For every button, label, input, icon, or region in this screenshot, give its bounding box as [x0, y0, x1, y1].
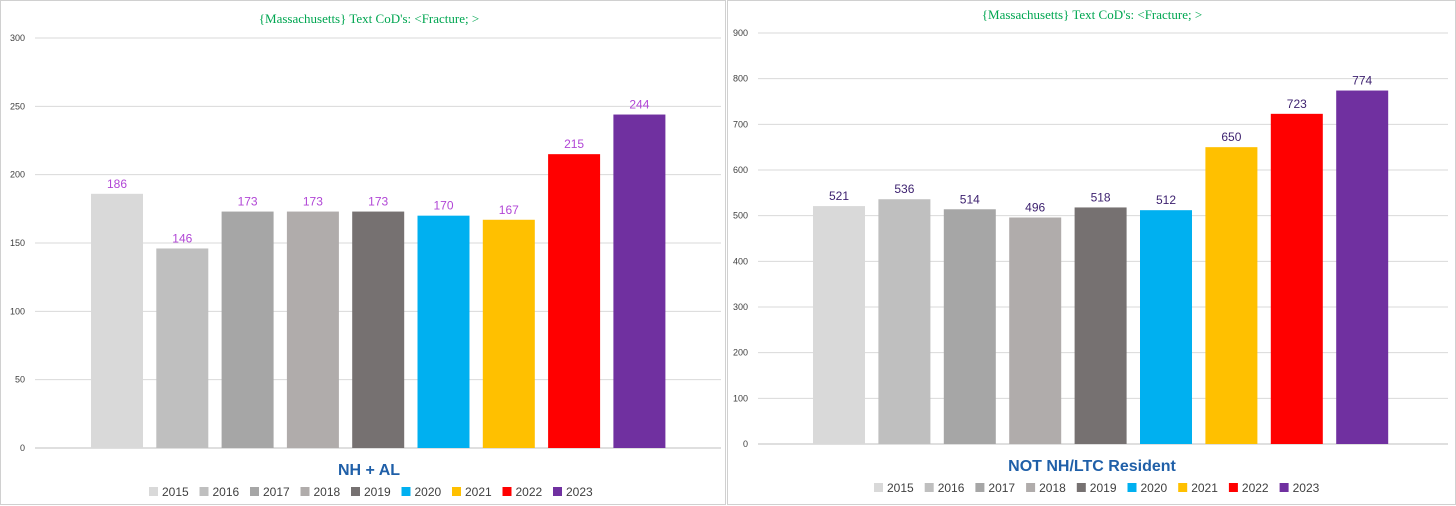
legend-label-2018: 2018 — [1039, 481, 1066, 495]
y-tick-label: 250 — [10, 101, 25, 111]
data-label-2017: 173 — [238, 195, 258, 209]
bar-2017 — [943, 209, 996, 444]
legend-label-2022: 2022 — [516, 485, 543, 499]
chart-title: {Massachusetts} Text CoD's: <Fracture; > — [982, 7, 1202, 22]
legend-label-2015: 2015 — [162, 485, 189, 499]
legend-label-2023: 2023 — [566, 485, 593, 499]
bar-2018 — [286, 211, 339, 448]
legend-swatch-2017 — [250, 487, 259, 496]
bar-2016 — [156, 248, 209, 448]
legend-swatch-2022 — [502, 487, 512, 496]
data-label-2015: 186 — [107, 177, 127, 191]
data-label-2020: 512 — [1156, 193, 1176, 207]
bar-2021 — [1205, 147, 1258, 444]
legend-label-2021: 2021 — [465, 485, 492, 499]
data-label-2018: 173 — [303, 195, 323, 209]
legend-label-2016: 2016 — [938, 481, 965, 495]
legend-swatch-2019 — [1076, 483, 1086, 492]
bar-2015 — [91, 193, 143, 448]
data-label-2019: 173 — [368, 195, 388, 209]
legend-label-2016: 2016 — [213, 485, 240, 499]
legend-swatch-2021 — [452, 487, 461, 496]
bar-2022 — [548, 154, 601, 448]
bar-2016 — [878, 199, 931, 444]
legend-swatch-2016 — [924, 483, 934, 492]
legend-swatch-2021 — [1178, 483, 1188, 492]
legend-label-2020: 2020 — [1141, 481, 1168, 495]
y-tick-label: 300 — [733, 302, 748, 312]
data-label-2020: 170 — [433, 199, 453, 213]
legend-label-2019: 2019 — [364, 485, 391, 499]
bar-2020 — [417, 215, 470, 448]
y-tick-label: 200 — [10, 170, 25, 180]
legend-label-2019: 2019 — [1090, 481, 1117, 495]
y-tick-label: 700 — [733, 119, 748, 129]
right-chart: {Massachusetts} Text CoD's: <Fracture; >… — [733, 7, 1448, 495]
y-tick-label: 200 — [733, 348, 748, 358]
legend-label-2022: 2022 — [1242, 481, 1269, 495]
legend-swatch-2020 — [401, 487, 411, 496]
y-tick-label: 100 — [733, 393, 748, 403]
bar-2023 — [613, 114, 666, 449]
bar-2019 — [1074, 207, 1127, 444]
chart-subtitle: NOT NH/LTC Resident — [1008, 458, 1176, 475]
data-label-2022: 215 — [564, 137, 584, 151]
data-label-2018: 496 — [1025, 200, 1045, 214]
y-tick-label: 100 — [10, 306, 25, 316]
bar-2021 — [482, 219, 535, 448]
data-label-2016: 146 — [172, 231, 192, 245]
y-tick-label: 300 — [10, 33, 25, 43]
y-tick-label: 0 — [20, 443, 25, 453]
bar-2019 — [352, 211, 405, 448]
data-label-2021: 167 — [499, 203, 519, 217]
y-tick-label: 0 — [743, 439, 748, 449]
legend-swatch-2018 — [300, 487, 310, 496]
legend-label-2023: 2023 — [1293, 481, 1320, 495]
data-label-2019: 518 — [1091, 190, 1111, 204]
bar-2018 — [1009, 217, 1062, 444]
data-label-2017: 514 — [960, 192, 980, 206]
y-tick-label: 150 — [10, 238, 25, 248]
data-label-2023: 244 — [629, 98, 649, 112]
data-label-2022: 723 — [1287, 97, 1307, 111]
right-chart-panel: {Massachusetts} Text CoD's: <Fracture; >… — [727, 0, 1456, 505]
bar-2023 — [1336, 90, 1389, 444]
legend-swatch-2020 — [1127, 483, 1137, 492]
y-tick-label: 400 — [733, 256, 748, 266]
data-label-2023: 774 — [1352, 74, 1372, 88]
legend-swatch-2019 — [351, 487, 360, 496]
y-tick-label: 800 — [733, 74, 748, 84]
legend-label-2015: 2015 — [887, 481, 914, 495]
data-label-2015: 521 — [829, 189, 849, 203]
y-tick-label: 50 — [15, 375, 25, 385]
legend-swatch-2015 — [149, 487, 158, 496]
legend-swatch-2018 — [1026, 483, 1036, 492]
legend-label-2017: 2017 — [988, 481, 1015, 495]
legend-label-2020: 2020 — [415, 485, 442, 499]
chart-title: {Massachusetts} Text CoD's: <Fracture; > — [259, 11, 479, 26]
chart-subtitle: NH + AL — [338, 462, 400, 479]
legend-label-2021: 2021 — [1191, 481, 1218, 495]
legend-swatch-2015 — [874, 483, 883, 492]
legend-swatch-2023 — [553, 487, 562, 496]
legend-label-2017: 2017 — [263, 485, 290, 499]
y-tick-label: 500 — [733, 211, 748, 221]
left-chart: {Massachusetts} Text CoD's: <Fracture; >… — [10, 11, 721, 499]
legend-swatch-2016 — [199, 487, 209, 496]
y-tick-label: 600 — [733, 165, 748, 175]
bar-2015 — [813, 206, 865, 444]
bar-2020 — [1140, 210, 1192, 444]
y-tick-label: 900 — [733, 28, 748, 38]
bar-2022 — [1270, 113, 1323, 444]
bar-2017 — [221, 211, 274, 448]
legend-swatch-2022 — [1228, 483, 1238, 492]
legend-label-2018: 2018 — [314, 485, 341, 499]
legend-swatch-2017 — [975, 483, 985, 492]
data-label-2016: 536 — [894, 182, 914, 196]
left-chart-panel: {Massachusetts} Text CoD's: <Fracture; >… — [0, 0, 726, 505]
legend-swatch-2023 — [1279, 483, 1289, 492]
data-label-2021: 650 — [1221, 130, 1241, 144]
